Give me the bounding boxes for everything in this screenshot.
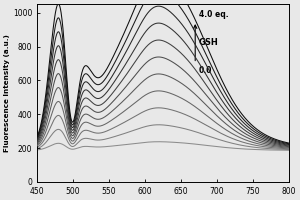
- Y-axis label: Fluorescence Intensity (a.u.): Fluorescence Intensity (a.u.): [4, 34, 10, 152]
- Text: 4.0 eq.: 4.0 eq.: [199, 10, 228, 19]
- Text: GSH: GSH: [199, 38, 218, 47]
- Text: 0.0: 0.0: [199, 66, 212, 75]
